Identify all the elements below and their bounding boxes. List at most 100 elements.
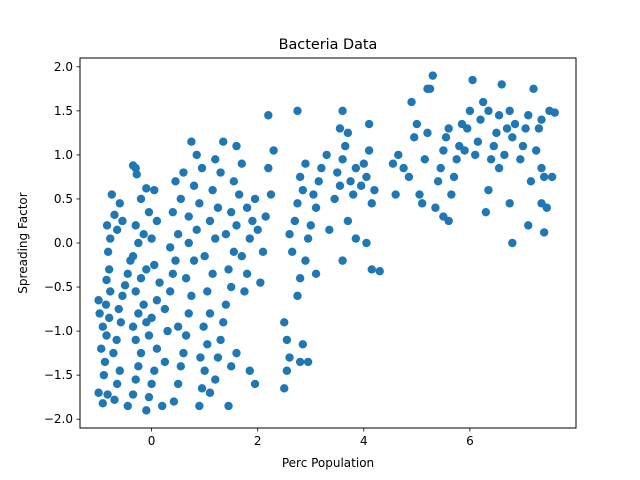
data-point — [134, 309, 143, 318]
data-point — [100, 357, 110, 367]
data-point — [211, 375, 220, 384]
data-point — [306, 221, 315, 230]
data-point — [452, 155, 461, 164]
data-point — [134, 238, 143, 248]
data-point — [532, 146, 541, 155]
data-point — [237, 159, 246, 168]
data-point — [338, 155, 347, 164]
data-point — [407, 97, 416, 107]
data-point — [132, 170, 141, 179]
data-point — [229, 247, 239, 257]
data-point — [433, 177, 443, 186]
data-point — [219, 318, 228, 327]
data-point — [152, 296, 162, 305]
data-point — [112, 335, 121, 345]
data-point — [147, 379, 156, 389]
data-point — [144, 392, 154, 402]
data-point — [295, 357, 305, 367]
data-point — [163, 326, 172, 336]
data-point — [264, 163, 273, 173]
data-point — [144, 207, 154, 217]
data-point — [152, 344, 162, 353]
data-point — [139, 300, 148, 309]
data-point — [106, 234, 115, 243]
data-point — [293, 199, 302, 208]
data-point — [160, 304, 170, 314]
data-point — [391, 190, 400, 199]
data-point — [168, 269, 178, 279]
data-point — [280, 384, 289, 393]
data-point — [248, 216, 257, 226]
data-point — [173, 322, 183, 331]
data-point — [449, 172, 459, 182]
data-point — [258, 247, 268, 257]
data-point — [524, 221, 533, 230]
data-point — [112, 225, 122, 234]
data-point — [128, 322, 138, 331]
data-point — [370, 185, 379, 195]
data-point — [322, 150, 331, 160]
data-point — [150, 260, 159, 270]
y-tick-label: −0.5 — [44, 280, 73, 294]
data-point — [102, 275, 111, 285]
data-point — [232, 348, 241, 358]
data-point — [226, 207, 236, 217]
data-point — [150, 366, 159, 375]
data-point — [343, 128, 353, 138]
data-point — [181, 331, 191, 340]
data-point — [301, 159, 310, 168]
data-point — [481, 207, 491, 217]
data-point — [136, 274, 146, 283]
y-axis-ticks: −2.0 −1.5 −1.0 −0.5 0.0 0.5 1.0 1.5 2.0 — [44, 60, 80, 426]
data-point — [468, 75, 477, 85]
data-point — [476, 115, 485, 124]
data-point — [224, 401, 233, 411]
x-axis-ticks: 0 2 4 6 — [148, 428, 474, 448]
data-point — [423, 84, 432, 94]
data-point — [144, 331, 154, 340]
data-point — [518, 141, 528, 151]
data-point — [103, 247, 113, 257]
data-point — [131, 335, 140, 345]
data-point — [114, 304, 123, 314]
data-points — [94, 71, 559, 415]
data-point — [176, 194, 185, 204]
data-point — [110, 395, 119, 405]
data-point — [99, 370, 109, 380]
data-point — [232, 141, 241, 151]
data-point — [404, 172, 414, 182]
data-point — [338, 256, 347, 265]
data-point — [123, 269, 132, 279]
data-point — [131, 287, 140, 296]
data-point — [187, 137, 196, 146]
data-point — [293, 291, 302, 301]
data-point — [494, 163, 504, 173]
data-point — [280, 318, 289, 327]
data-point — [173, 229, 183, 239]
data-point — [142, 318, 151, 327]
data-point — [94, 296, 103, 305]
data-point — [542, 203, 552, 212]
data-point — [314, 177, 323, 186]
data-point — [399, 163, 408, 173]
data-point — [104, 313, 114, 323]
data-point — [200, 366, 209, 375]
data-point — [168, 207, 178, 217]
data-point — [136, 194, 146, 204]
data-point — [101, 300, 111, 309]
data-point — [436, 163, 445, 173]
data-point — [192, 225, 201, 234]
data-point — [500, 150, 509, 160]
data-point — [184, 238, 193, 248]
data-point — [242, 269, 252, 279]
data-point — [325, 225, 334, 234]
data-point — [195, 199, 204, 208]
data-point — [264, 111, 273, 120]
data-point — [181, 274, 191, 283]
data-point — [131, 221, 140, 230]
data-point — [102, 331, 111, 340]
data-point — [295, 172, 305, 182]
data-point — [128, 252, 138, 261]
